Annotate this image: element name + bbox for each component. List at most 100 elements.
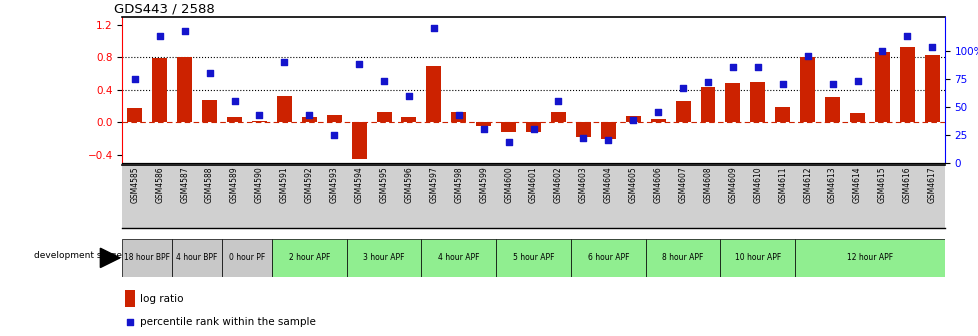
Bar xyxy=(451,112,466,122)
Text: 2 hour APF: 2 hour APF xyxy=(289,253,330,262)
Text: 10 hour APF: 10 hour APF xyxy=(734,253,780,262)
Text: GSM4588: GSM4588 xyxy=(204,167,214,203)
Text: 3 hour APF: 3 hour APF xyxy=(363,253,404,262)
Bar xyxy=(327,115,341,122)
Point xyxy=(525,127,541,132)
Text: 4 hour APF: 4 hour APF xyxy=(437,253,479,262)
Text: GSM4608: GSM4608 xyxy=(703,167,712,203)
Bar xyxy=(177,57,192,122)
Point xyxy=(376,78,391,84)
Text: GSM4611: GSM4611 xyxy=(778,167,786,203)
Point xyxy=(799,53,815,59)
Point xyxy=(122,319,138,325)
Point xyxy=(775,82,790,87)
Bar xyxy=(172,239,222,277)
Point xyxy=(849,78,865,84)
Text: GSM4602: GSM4602 xyxy=(554,167,562,203)
Text: GSM4617: GSM4617 xyxy=(927,167,936,203)
Point xyxy=(749,65,765,70)
Text: GSM4592: GSM4592 xyxy=(304,167,314,203)
Text: GSM4607: GSM4607 xyxy=(678,167,687,203)
Text: 5 hour APF: 5 hour APF xyxy=(512,253,554,262)
Bar xyxy=(346,239,421,277)
Bar xyxy=(575,122,591,137)
Text: GSM4598: GSM4598 xyxy=(454,167,463,203)
Point xyxy=(326,132,341,137)
Point xyxy=(401,93,417,98)
Bar xyxy=(251,121,267,122)
Bar xyxy=(421,239,496,277)
Bar xyxy=(874,52,889,122)
Text: 0 hour PF: 0 hour PF xyxy=(229,253,265,262)
Text: GSM4599: GSM4599 xyxy=(478,167,488,203)
Point xyxy=(675,85,690,90)
Bar xyxy=(749,82,765,122)
Text: 6 hour APF: 6 hour APF xyxy=(587,253,629,262)
Text: GSM4616: GSM4616 xyxy=(902,167,911,203)
Text: 4 hour BPF: 4 hour BPF xyxy=(176,253,217,262)
Bar xyxy=(496,239,570,277)
Bar xyxy=(201,100,217,122)
Bar xyxy=(899,47,913,122)
Text: GSM4605: GSM4605 xyxy=(628,167,637,203)
Bar xyxy=(824,97,839,122)
Text: GSM4613: GSM4613 xyxy=(827,167,836,203)
Point xyxy=(649,110,665,115)
Text: GSM4612: GSM4612 xyxy=(802,167,812,203)
Point xyxy=(251,112,267,117)
Bar xyxy=(127,108,142,122)
Text: 8 hour APF: 8 hour APF xyxy=(662,253,703,262)
Text: GSM4593: GSM4593 xyxy=(330,167,338,203)
Point xyxy=(600,138,615,143)
Text: GSM4609: GSM4609 xyxy=(728,167,736,203)
Point xyxy=(575,135,591,141)
Bar xyxy=(426,66,441,122)
Point xyxy=(451,112,467,117)
Bar xyxy=(401,117,416,122)
Bar xyxy=(222,239,272,277)
Bar xyxy=(799,57,815,122)
Bar xyxy=(501,122,515,132)
Text: GSM4603: GSM4603 xyxy=(578,167,588,203)
Point xyxy=(725,65,740,70)
Point xyxy=(227,98,243,104)
Point xyxy=(873,48,889,53)
Point xyxy=(152,33,167,39)
Point xyxy=(177,29,193,34)
Point xyxy=(425,25,441,31)
Point xyxy=(276,59,291,65)
Bar xyxy=(551,112,565,122)
Bar xyxy=(351,122,366,159)
Bar xyxy=(794,239,944,277)
Text: 12 hour APF: 12 hour APF xyxy=(846,253,892,262)
Text: GSM4610: GSM4610 xyxy=(752,167,762,203)
Text: development stage: development stage xyxy=(34,251,122,260)
Point xyxy=(823,82,839,87)
Bar xyxy=(924,55,939,122)
Text: GSM4591: GSM4591 xyxy=(280,167,289,203)
Text: percentile rank within the sample: percentile rank within the sample xyxy=(140,317,315,327)
Point xyxy=(699,79,715,85)
Text: GSM4590: GSM4590 xyxy=(254,167,264,203)
Text: GSM4594: GSM4594 xyxy=(354,167,363,203)
Bar xyxy=(277,96,291,122)
Bar xyxy=(725,83,739,122)
Bar xyxy=(125,290,135,307)
Point xyxy=(899,33,914,39)
Text: GSM4615: GSM4615 xyxy=(877,167,886,203)
Bar xyxy=(227,117,242,122)
Polygon shape xyxy=(100,248,119,267)
Bar xyxy=(570,239,645,277)
Bar xyxy=(650,119,665,122)
Text: GDS443 / 2588: GDS443 / 2588 xyxy=(114,3,215,16)
Bar xyxy=(700,87,715,122)
Point xyxy=(201,70,217,76)
Bar xyxy=(625,116,640,122)
Bar xyxy=(153,58,167,122)
Point xyxy=(351,61,367,67)
Point xyxy=(550,98,565,104)
Text: GSM4601: GSM4601 xyxy=(528,167,538,203)
Bar xyxy=(122,239,172,277)
Bar xyxy=(645,239,720,277)
Bar xyxy=(720,239,794,277)
